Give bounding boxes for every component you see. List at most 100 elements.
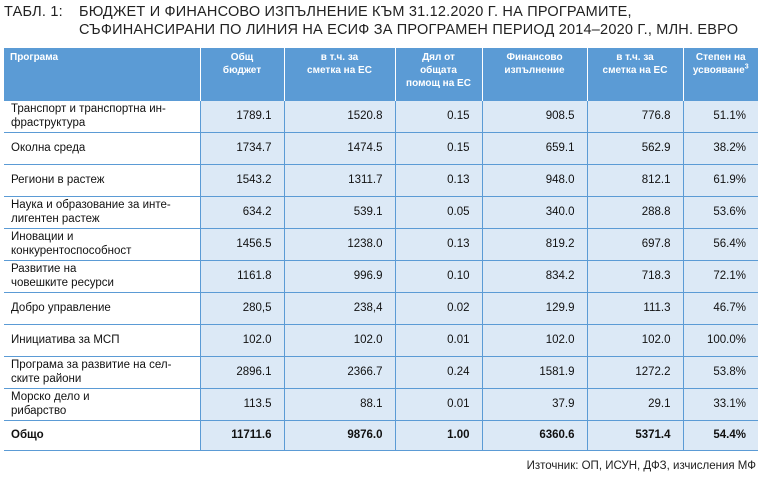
table-number: ТАБЛ. 1:	[4, 4, 63, 20]
program-name-cell: Програма за развитие на сел-ските райони	[4, 356, 201, 389]
value-cell: 0.13	[395, 164, 483, 197]
title-line-2: СЪФИНАНСИРАНИ ПО ЛИНИЯ НА ЕСИФ ЗА ПРОГРА…	[79, 22, 739, 38]
value-cell: 659.1	[482, 132, 588, 165]
value-cell: 111.3	[587, 292, 684, 325]
value-cell: 102.0	[587, 324, 684, 357]
value-cell: 1581.9	[482, 356, 588, 389]
program-name-cell: Развитие на човешките ресурси	[4, 260, 201, 293]
table-title-text: БЮДЖЕТ И ФИНАНСОВО ИЗПЪЛНЕНИЕ КЪМ 31.12.…	[79, 3, 758, 39]
program-name-cell: Региони в растеж	[4, 164, 201, 197]
value-cell: 2366.7	[284, 356, 396, 389]
program-name-cell: Инициатива за МСП	[4, 324, 201, 357]
value-cell: 718.3	[587, 260, 684, 293]
value-cell: 238,4	[284, 292, 396, 325]
col-header-total-budget: Общ бюджет	[200, 48, 285, 101]
value-cell: 1520.8	[284, 101, 396, 133]
value-cell: 2896.1	[200, 356, 285, 389]
value-cell: 61.9%	[683, 164, 758, 197]
col-header-absorption-rate: Степен на усвояване3	[683, 48, 758, 101]
table-row: Развитие на човешките ресурси 1161.8 996.9 0…	[4, 260, 758, 293]
value-cell: 697.8	[587, 228, 684, 261]
value-cell: 46.7%	[683, 292, 758, 325]
program-name-cell: Добро управление	[4, 292, 201, 325]
value-cell: 1311.7	[284, 164, 396, 197]
table-title: ТАБЛ. 1: БЮДЖЕТ И ФИНАНСОВО ИЗПЪЛНЕНИЕ К…	[4, 3, 758, 39]
value-cell: 1543.2	[200, 164, 285, 197]
table-row: Морско дело и рибарство 113.5 88.1 0.01 37.9 2…	[4, 388, 758, 421]
table-row: Околна среда 1734.7 1474.5 0.15 659.1 562.9 38…	[4, 132, 758, 165]
value-cell: 562.9	[587, 132, 684, 165]
program-name-cell: Околна среда	[4, 132, 201, 165]
value-cell: 1474.5	[284, 132, 396, 165]
value-cell: 0.15	[395, 101, 483, 133]
value-cell: 29.1	[587, 388, 684, 421]
value-cell: 288.8	[587, 196, 684, 229]
value-cell: 37.9	[482, 388, 588, 421]
table-row: Региони в растеж 1543.2 1311.7 0.13 948.0 812…	[4, 164, 758, 197]
value-cell: 1161.8	[200, 260, 285, 293]
col-header-program: Програма	[4, 48, 201, 101]
value-cell: 834.2	[482, 260, 588, 293]
value-cell: 1272.2	[587, 356, 684, 389]
value-cell: 33.1%	[683, 388, 758, 421]
value-cell: 539.1	[284, 196, 396, 229]
header-row: Програма Общ бюджет в т.ч. за сметка на ЕС…	[4, 48, 758, 101]
value-cell: 776.8	[587, 101, 684, 133]
value-cell: 51.1%	[683, 101, 758, 133]
total-value-cell: 1.00	[395, 420, 483, 451]
value-cell: 102.0	[284, 324, 396, 357]
value-cell: 38.2%	[683, 132, 758, 165]
value-cell: 1734.7	[200, 132, 285, 165]
value-cell: 634.2	[200, 196, 285, 229]
value-cell: 996.9	[284, 260, 396, 293]
col-header-eu-execution: в т.ч. за сметка на ЕС	[587, 48, 684, 101]
value-cell: 819.2	[482, 228, 588, 261]
budget-table: Програма Общ бюджет в т.ч. за сметка на ЕС…	[4, 48, 758, 451]
value-cell: 812.1	[587, 164, 684, 197]
total-row: Общо 11711.6 9876.0 1.00 6360.6 5371.4 54.4%	[4, 420, 758, 451]
total-value-cell: 9876.0	[284, 420, 396, 451]
total-value-cell: 11711.6	[200, 420, 285, 451]
col-header-eu-share: Дял от общата помощ на ЕС	[395, 48, 483, 101]
table-row: Транспорт и транспортна ин-фраструктура 1…	[4, 101, 758, 133]
total-value-cell: 5371.4	[587, 420, 684, 451]
value-cell: 88.1	[284, 388, 396, 421]
program-name-cell: Иновации и конкурентоспособност	[4, 228, 201, 261]
value-cell: 53.6%	[683, 196, 758, 229]
total-value-cell: 54.4%	[683, 420, 758, 451]
value-cell: 0.01	[395, 388, 483, 421]
value-cell: 0.10	[395, 260, 483, 293]
value-cell: 948.0	[482, 164, 588, 197]
value-cell: 0.15	[395, 132, 483, 165]
value-cell: 0.01	[395, 324, 483, 357]
value-cell: 0.24	[395, 356, 483, 389]
source-note: Източник: ОП, ИСУН, ДФЗ, изчисления МФ	[526, 460, 756, 472]
value-cell: 0.13	[395, 228, 483, 261]
value-cell: 340.0	[482, 196, 588, 229]
value-cell: 1789.1	[200, 101, 285, 133]
program-name-cell: Наука и образование за инте-лигентен рас…	[4, 196, 201, 229]
table-row: Иновации и конкурентоспособност 1456.5 1238…	[4, 228, 758, 261]
value-cell: 1238.0	[284, 228, 396, 261]
value-cell: 0.02	[395, 292, 483, 325]
table-row: Добро управление 280,5 238,4 0.02 129.9 111.3…	[4, 292, 758, 325]
col-header-eu-budget: в т.ч. за сметка на ЕС	[284, 48, 396, 101]
program-name-cell: Морско дело и рибарство	[4, 388, 201, 421]
value-cell: 280,5	[200, 292, 285, 325]
table-row: Наука и образование за инте-лигентен рас…	[4, 196, 758, 229]
footnote-marker: 3	[744, 63, 749, 71]
value-cell: 908.5	[482, 101, 588, 133]
total-value-cell: 6360.6	[482, 420, 588, 451]
table-row: Програма за развитие на сел-ските райони…	[4, 356, 758, 389]
value-cell: 0.05	[395, 196, 483, 229]
title-line-1: БЮДЖЕТ И ФИНАНСОВО ИЗПЪЛНЕНИЕ КЪМ 31.12.…	[79, 4, 632, 20]
value-cell: 72.1%	[683, 260, 758, 293]
program-name-cell: Транспорт и транспортна ин-фраструктура	[4, 101, 201, 133]
value-cell: 1456.5	[200, 228, 285, 261]
value-cell: 129.9	[482, 292, 588, 325]
value-cell: 56.4%	[683, 228, 758, 261]
value-cell: 100.0%	[683, 324, 758, 357]
value-cell: 102.0	[200, 324, 285, 357]
value-cell: 53.8%	[683, 356, 758, 389]
value-cell: 102.0	[482, 324, 588, 357]
